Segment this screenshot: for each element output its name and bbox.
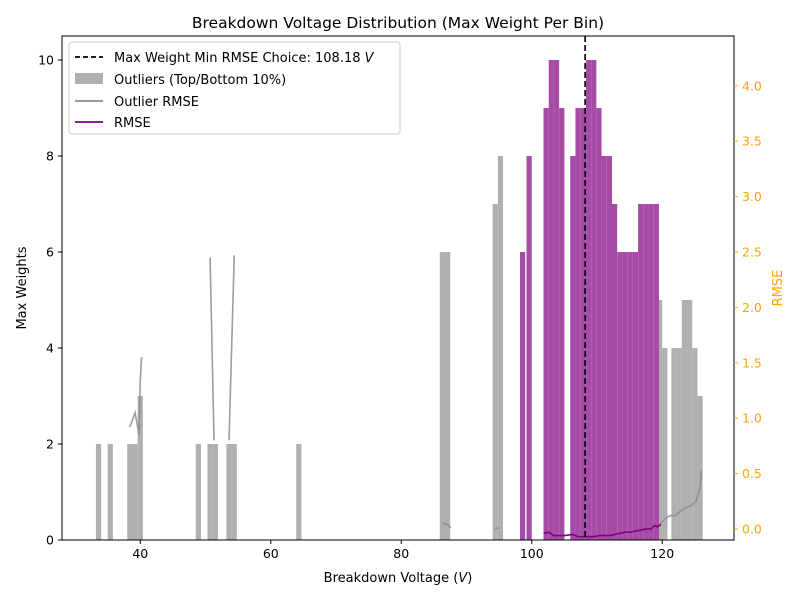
inlier-bar <box>585 60 592 540</box>
inlier-bar <box>611 204 618 540</box>
inlier-bar <box>601 156 607 540</box>
outlier-rmse-line <box>659 470 703 526</box>
rmse-line <box>543 523 662 538</box>
inlier-bar <box>632 252 639 540</box>
outlier-bar <box>497 156 504 540</box>
inlier-bar <box>526 156 532 540</box>
outlier-bar <box>137 396 143 540</box>
outlier-rmse-line <box>209 257 215 441</box>
outlier-bar <box>681 300 688 540</box>
inlier-bar <box>596 108 602 540</box>
y2-axis-label: RMSE <box>771 270 786 307</box>
outlier-bar <box>492 204 498 540</box>
y2-tick-label: 0.5 <box>742 466 762 481</box>
y-tick-label: 10 <box>38 53 54 68</box>
inlier-bar <box>570 156 576 540</box>
inlier-bar <box>520 252 526 540</box>
outlier-bar <box>107 444 113 540</box>
y-axis-label: Max Weights <box>15 246 30 329</box>
inlier-bar <box>559 108 565 540</box>
legend-outliers-swatch <box>75 73 103 84</box>
y2-tick-label: 4.0 <box>742 78 762 93</box>
y-tick-label: 4 <box>46 341 54 356</box>
outlier-rmse-line <box>129 357 143 435</box>
outlier-bar <box>226 444 232 540</box>
legend-outliers-label: Outliers (Top/Bottom 10%) <box>114 73 286 88</box>
x-axis: 40 60 80 100 120 <box>132 540 674 561</box>
outlier-rmse-line <box>442 522 452 529</box>
outlier-bar <box>662 348 668 540</box>
x-tick-label: 100 <box>520 546 544 561</box>
inlier-bar <box>543 108 549 540</box>
outlier-bar <box>687 300 693 540</box>
outlier-bar <box>697 396 703 540</box>
y-tick-label: 0 <box>46 533 54 548</box>
rmse-lines-layer <box>129 36 703 540</box>
y2-tick-label: 1.5 <box>742 355 762 370</box>
inlier-bar <box>548 60 554 540</box>
inlier-bar <box>638 204 644 540</box>
outlier-bar <box>207 444 213 540</box>
y-tick-label: 2 <box>46 437 54 452</box>
outlier-bar <box>195 444 201 540</box>
inlier-bar <box>617 252 623 540</box>
outlier-bar <box>127 444 133 540</box>
inlier-bar <box>606 156 612 540</box>
outlier-rmse-line <box>494 527 500 530</box>
outlier-bar <box>657 300 663 540</box>
y2-tick-label: 3.0 <box>742 189 762 204</box>
x-tick-label: 120 <box>650 546 674 561</box>
outlier-bar <box>692 348 698 540</box>
outlier-rmse-line <box>228 255 236 441</box>
outlier-bar <box>132 444 138 540</box>
y2-tick-label: 2.0 <box>742 300 762 315</box>
inlier-bar <box>622 252 628 540</box>
legend-box <box>68 41 401 135</box>
outlier-bar <box>231 444 237 540</box>
y2-tick-label: 2.5 <box>742 245 762 260</box>
outlier-bar <box>444 252 451 540</box>
chart-title: Breakdown Voltage Distribution (Max Weig… <box>192 14 604 32</box>
inlier-bar <box>591 60 597 540</box>
y-axis-left: 0 2 4 6 8 10 <box>38 53 62 548</box>
plot-frame <box>61 35 735 541</box>
inlier-bar <box>653 204 659 540</box>
inlier-bar <box>580 108 586 540</box>
x-tick-label: 80 <box>393 546 409 561</box>
outlier-bar <box>439 252 445 540</box>
outlier-bar <box>671 348 677 540</box>
outlier-bar <box>95 444 102 540</box>
legend: Max Weight Min RMSE Choice: 108.18 V Out… <box>68 41 401 135</box>
outlier-bar <box>212 444 218 540</box>
x-axis-label: Breakdown Voltage (V) <box>324 571 473 586</box>
inlier-bar <box>648 204 654 540</box>
y-tick-label: 8 <box>46 149 54 164</box>
x-tick-label: 40 <box>132 546 148 561</box>
inlier-bar <box>553 60 560 540</box>
bars-layer <box>95 60 703 540</box>
y2-tick-label: 3.5 <box>742 134 762 149</box>
outlier-bar <box>296 444 302 540</box>
y2-tick-label: 1.0 <box>742 411 762 426</box>
legend-rmse-label: RMSE <box>114 116 151 131</box>
y-tick-label: 6 <box>46 245 54 260</box>
inlier-bar <box>627 252 633 540</box>
plot-area <box>95 36 703 540</box>
legend-choice-label: Max Weight Min RMSE Choice: 108.18 V <box>114 51 375 66</box>
legend-outlier-rmse-label: Outlier RMSE <box>114 95 199 110</box>
inlier-bar <box>643 204 649 540</box>
y2-tick-label: 0.0 <box>742 521 762 536</box>
outlier-bar <box>676 348 682 540</box>
inlier-bar <box>575 108 581 540</box>
x-tick-label: 60 <box>263 546 279 561</box>
y-axis-right: 0.0 0.5 1.0 1.5 2.0 2.5 3.0 3.5 4.0 <box>734 78 762 536</box>
